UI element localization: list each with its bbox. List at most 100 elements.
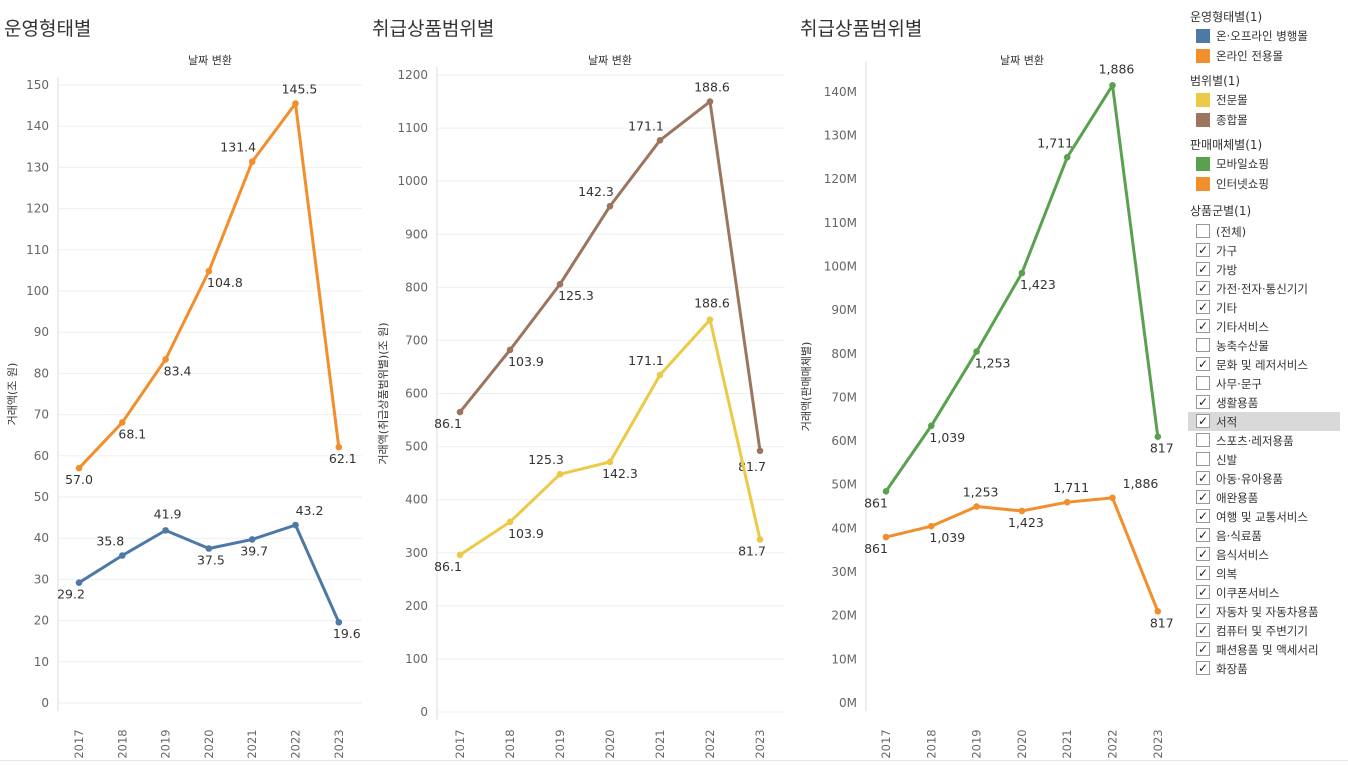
legend-item[interactable]: 온라인 전용몰 [1190,46,1342,64]
checkbox[interactable]: ✓ [1196,509,1210,523]
checkbox[interactable]: ✓ [1196,281,1210,295]
filter-checkbox-item[interactable]: ✓ 기타서비스 [1188,317,1340,336]
filter-checkbox-item[interactable]: ✓ 패션용품 및 액세서리 [1188,640,1340,659]
checkbox[interactable]: ✓ [1196,300,1210,314]
data-point [882,487,890,495]
legend-swatch [1196,157,1210,171]
filter-checkbox-item[interactable]: ✓ 가전·전자·통신기기 [1188,279,1340,298]
legend-swatch [1196,29,1210,43]
data-point [119,419,126,426]
checkbox-label: 생활용품 [1216,396,1259,410]
data-label: 1,253 [963,485,999,500]
checkbox[interactable] [1196,433,1210,447]
chart-2: 날짜 변환 0 100 200 300 400 500 600 700 800 900 1000 110… [377,54,785,759]
y-tick-label: 80M [831,347,857,361]
checkbox[interactable]: ✓ [1196,528,1210,542]
data-label: 29.2 [57,587,85,602]
checkbox[interactable]: ✓ [1196,471,1210,485]
data-label: 142.3 [578,184,614,199]
checkbox[interactable] [1196,376,1210,390]
x-tick-label: 2017 [879,729,893,758]
filter-checkbox-item[interactable]: ✓ 여행 및 교통서비스 [1188,507,1340,526]
filter-checkbox-item[interactable]: ✓ 가방 [1188,260,1340,279]
filter-checkbox-item[interactable]: ✓ 기타 [1188,298,1340,317]
checkbox[interactable]: ✓ [1196,642,1210,656]
data-label: 19.6 [333,626,361,641]
filter-checkbox-item[interactable]: ✓ 이쿠폰서비스 [1188,583,1340,602]
checkbox[interactable]: ✓ [1196,414,1210,428]
data-point [973,348,980,355]
data-point [248,158,256,165]
checkbox[interactable] [1196,338,1210,352]
data-label: 37.5 [197,553,225,568]
filter-checkbox-item[interactable]: 사무·문구 [1188,374,1340,393]
x-tick-label: 2022 [289,729,303,758]
checkbox-label: 서적 [1216,415,1238,429]
filter-checkbox-item[interactable]: ✓ 음식서비스 [1188,545,1340,564]
data-label: 188.6 [694,80,730,95]
legend-item[interactable]: 모바일쇼핑 [1190,154,1342,172]
y-tick-label: 100 [26,284,49,298]
checkbox[interactable] [1196,224,1210,238]
filter-checkbox-item[interactable]: ✓ 생활용품 [1188,393,1340,412]
data-point [606,202,614,210]
checkbox[interactable]: ✓ [1196,604,1210,618]
y-tick-label: 150 [26,78,49,92]
x-tick-label: 2019 [970,729,984,758]
checkbox[interactable] [1196,452,1210,466]
filter-checkbox-item[interactable]: ✓ 서적 [1188,412,1340,431]
x-tick-label: 2021 [245,729,259,758]
x-tick-label: 2021 [653,729,667,758]
data-label: 104.8 [207,275,243,290]
y-tick-label: 20 [34,614,49,628]
data-point [1063,498,1071,506]
charts-canvas: 날짜 변환 0 10 20 30 40 50 60 70 80 90 100 110 120 130 140 1… [6,54,1174,759]
checkbox[interactable]: ✓ [1196,623,1210,637]
checkbox[interactable]: ✓ [1196,566,1210,580]
data-point [1063,154,1071,161]
data-point [205,267,213,275]
checkbox[interactable]: ✓ [1196,243,1210,257]
checkbox[interactable]: ✓ [1196,490,1210,504]
legend-swatch [1196,93,1210,107]
filter-checkbox-item[interactable]: ✓ 문화 및 레저서비스 [1188,355,1340,374]
filter-checkbox-item[interactable]: ✓ 의복 [1188,564,1340,583]
legend-item-label: 모바일쇼핑 [1216,157,1269,171]
data-label: 861 [864,541,888,556]
filter-title: 상품군별(1) [1190,204,1252,218]
filter-checkbox-item[interactable]: ✓ 컴퓨터 및 주변기기 [1188,621,1340,640]
filter-checkbox-item[interactable]: 농축수산물 [1188,336,1340,355]
legend-item[interactable]: 인터넷쇼핑 [1190,174,1342,192]
data-point [606,458,614,466]
checkbox[interactable]: ✓ [1196,661,1210,675]
filter-checkbox-item[interactable]: (전체) [1188,222,1340,241]
data-point [556,470,564,478]
checkbox-label: 아동·유아용품 [1216,472,1284,486]
checkbox[interactable]: ✓ [1196,395,1210,409]
checkbox[interactable]: ✓ [1196,547,1210,561]
legend-swatch [1196,177,1210,191]
filter-checkbox-item[interactable]: ✓ 음·식료품 [1188,526,1340,545]
y-axis-title: 거래액(취급상품범위별)(조 원) [377,322,390,464]
legend-item[interactable]: 온·오프라인 병행몰 [1190,26,1342,44]
checkbox[interactable]: ✓ [1196,262,1210,276]
checkbox[interactable]: ✓ [1196,585,1210,599]
checkbox-label: 화장품 [1216,662,1248,676]
filter-checkbox-item[interactable]: ✓ 자동차 및 자동차용품 [1188,602,1340,621]
data-label: 81.7 [738,543,766,558]
filter-checkbox-item[interactable]: ✓ 화장품 [1188,659,1340,678]
filter-checkbox-item[interactable]: 신발 [1188,450,1340,469]
x-tick-label: 2018 [115,729,129,758]
filter-checkbox-item[interactable]: 스포츠·레저용품 [1188,431,1340,450]
filter-checkbox-item[interactable]: ✓ 아동·유아용품 [1188,469,1340,488]
filter-checkbox-item[interactable]: ✓ 애완용품 [1188,488,1340,507]
legend-item[interactable]: 종합몰 [1190,110,1342,128]
legend-item-label: 인터넷쇼핑 [1216,177,1269,191]
data-point [506,518,514,526]
checkbox[interactable]: ✓ [1196,357,1210,371]
data-point [292,521,299,529]
legend-item[interactable]: 전문몰 [1190,90,1342,108]
filter-checkbox-item[interactable]: ✓ 가구 [1188,241,1340,260]
data-label: 39.7 [240,543,268,558]
checkbox[interactable]: ✓ [1196,319,1210,333]
